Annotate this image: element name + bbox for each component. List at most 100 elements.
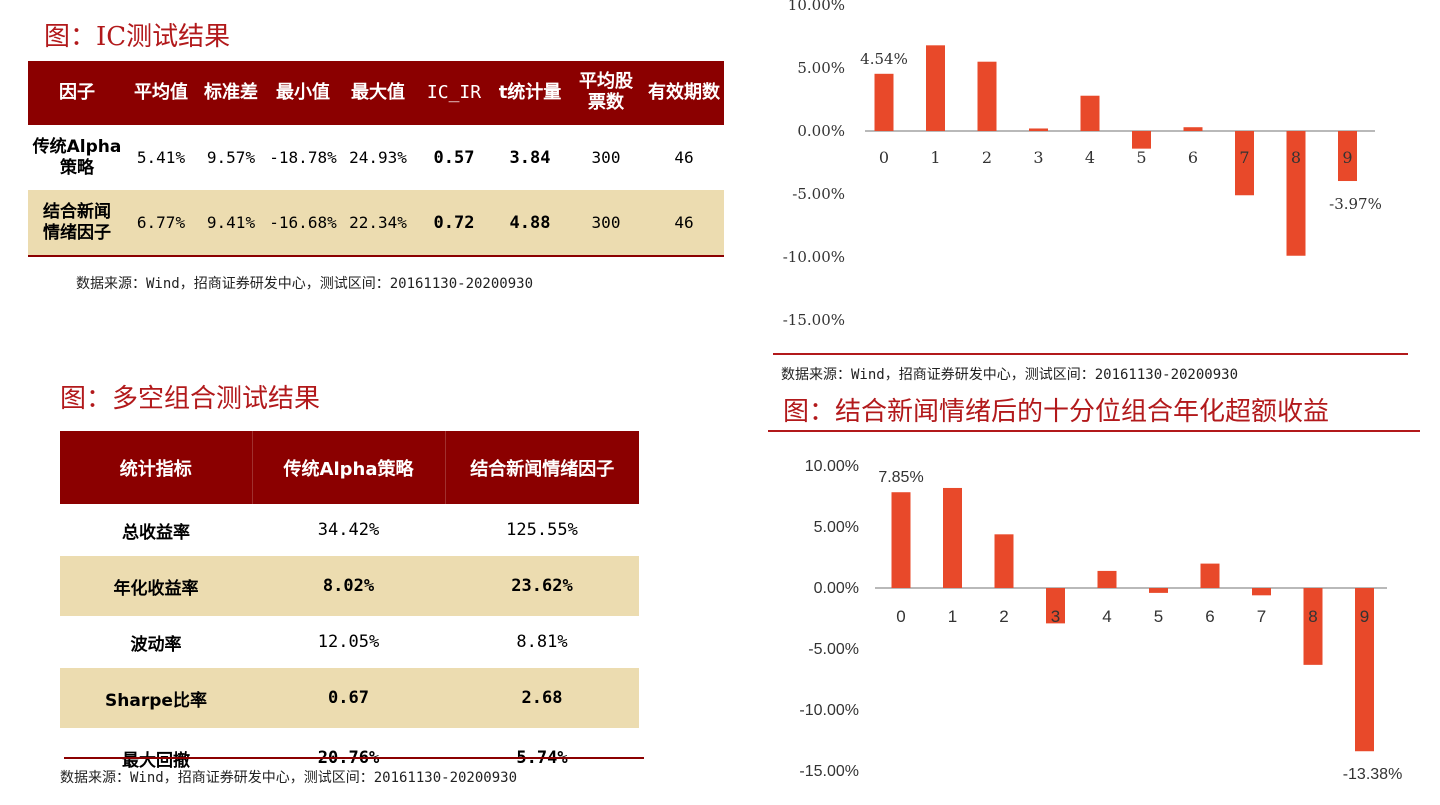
- y-tick-label: -10.00%: [783, 248, 845, 266]
- x-tick-label: 0: [896, 607, 905, 626]
- bar-decile-2: [977, 61, 997, 132]
- data-label: -13.38%: [1343, 766, 1403, 783]
- table-bottom-rule: [64, 757, 644, 759]
- data-label: 4.54%: [860, 50, 908, 68]
- bar-decile-0: [874, 73, 894, 131]
- bar-decile-8: [1303, 588, 1323, 665]
- avg-stocks-cell: 300: [568, 190, 644, 257]
- traditional-value: 34.42%: [317, 520, 380, 540]
- metric-label: 波动率: [130, 634, 182, 655]
- bar-decile-6: [1200, 563, 1220, 588]
- ls-source-note: 数据来源：Wind，招商证券研发中心，测试区间：20161130-2020093…: [60, 770, 518, 786]
- top-chart-divider: [773, 353, 1408, 355]
- ls-section-title: 图：多空组合测试结果: [60, 384, 321, 414]
- x-tick-label: 3: [1033, 148, 1043, 167]
- column-header: 传统Alpha策略: [251, 431, 445, 504]
- periods-cell: 46: [644, 190, 724, 257]
- x-tick-label: 9: [1360, 607, 1369, 626]
- column-header: 标准差: [196, 61, 266, 125]
- table-header-row: 统计指标 传统Alpha策略 结合新闻情绪因子: [60, 431, 639, 504]
- bar-decile-5: [1132, 131, 1151, 149]
- y-tick-label: 0.00%: [814, 580, 859, 597]
- bar-decile-9: [1338, 131, 1357, 182]
- t-stat-cell: 3.84: [509, 147, 551, 168]
- ic-section-title: 图：IC测试结果: [44, 22, 231, 52]
- bar-decile-5: [1149, 588, 1168, 593]
- bar-decile-3: [1046, 588, 1065, 624]
- x-tick-label: 4: [1085, 148, 1095, 167]
- mean-cell: 5.41%: [136, 148, 186, 167]
- y-tick-label: -10.00%: [799, 702, 859, 719]
- column-header: 统计指标: [60, 431, 252, 504]
- x-tick-label: 1: [930, 148, 940, 167]
- bar-decile-0: [891, 492, 911, 588]
- y-tick-label: 0.00%: [797, 122, 845, 140]
- x-tick-label: 8: [1291, 148, 1301, 167]
- x-tick-label: 5: [1136, 148, 1146, 167]
- traditional-value: 8.02%: [252, 556, 445, 616]
- top-decile-bar-chart: 10.00% 5.00% 0.00% -5.00% -10.00% -15.00% 0 1 2 3…: [783, 0, 1382, 329]
- factor-name-cell: 结合新闻 情绪因子: [28, 190, 126, 257]
- metric-label: 年化收益率: [60, 556, 252, 616]
- factor-name-line: 结合新闻: [43, 202, 111, 223]
- metric-label: Sharpe比率: [60, 668, 252, 728]
- y-tick-label: 5.00%: [814, 519, 859, 536]
- traditional-value: 0.67: [252, 668, 445, 728]
- table-header-row: 因子 平均值 标准差 最小值 最大值 IC_IR t统计量 平均股 票数 有效期…: [28, 61, 724, 125]
- metric-label: 最大回撤: [122, 750, 190, 771]
- x-tick-label: 1: [948, 607, 957, 626]
- column-header: 因子: [28, 61, 126, 125]
- x-tick-label: 5: [1154, 607, 1163, 626]
- periods-cell: 46: [674, 148, 694, 167]
- data-label: -3.97%: [1329, 195, 1382, 213]
- bar-decile-2: [994, 534, 1014, 588]
- bar-decile-4: [1097, 570, 1117, 588]
- data-label: 7.85%: [878, 469, 923, 486]
- bar-decile-4: [1080, 95, 1100, 131]
- metric-label: 总收益率: [122, 522, 190, 543]
- x-tick-label: 9: [1342, 148, 1352, 167]
- avg-stocks-cell: 300: [591, 148, 621, 167]
- x-tick-label: 7: [1257, 607, 1266, 626]
- bar-decile-6: [1183, 127, 1203, 131]
- min-cell: -18.78%: [269, 148, 337, 167]
- factor-name-line: 情绪因子: [43, 222, 111, 243]
- max-cell: 22.34%: [340, 190, 416, 257]
- sentiment-value: 2.68: [445, 668, 639, 728]
- y-tick-label: 10.00%: [788, 0, 845, 14]
- y-tick-label: 10.00%: [805, 458, 859, 475]
- x-tick-label: 2: [999, 607, 1008, 626]
- y-tick-label: -15.00%: [799, 763, 859, 780]
- table-row: 年化收益率 8.02% 23.62%: [60, 556, 639, 616]
- factor-name-cell: 传统Alpha 策略: [28, 125, 126, 190]
- factor-name-line: 策略: [60, 157, 94, 178]
- column-header: 最小值: [266, 61, 340, 125]
- ic-results-table: 因子 平均值 标准差 最小值 最大值 IC_IR t统计量 平均股 票数 有效期…: [28, 61, 724, 257]
- header-line: 平均股: [579, 71, 633, 93]
- ic-source-note: 数据来源：Wind，招商证券研发中心，测试区间：20161130-2020093…: [76, 276, 534, 292]
- table-row: 波动率 12.05% 8.81%: [60, 616, 639, 668]
- x-tick-label: 2: [982, 148, 992, 167]
- y-tick-label: -5.00%: [808, 641, 859, 658]
- column-header: 最大值: [340, 61, 416, 125]
- y-tick-label: 5.00%: [797, 59, 845, 77]
- sentiment-value: 125.55%: [506, 520, 578, 540]
- factor-name-line: 传统Alpha: [32, 137, 122, 158]
- mean-cell: 6.77%: [126, 190, 196, 257]
- long-short-table: 统计指标 传统Alpha策略 结合新闻情绪因子 总收益率 34.42% 125.…: [60, 431, 639, 788]
- x-tick-label: 6: [1205, 607, 1214, 626]
- table-row: 结合新闻 情绪因子 6.77% 9.41% -16.68% 22.34% 0.7…: [28, 190, 724, 257]
- column-header: IC_IR: [416, 61, 492, 125]
- table-row: 总收益率 34.42% 125.55%: [60, 504, 639, 556]
- traditional-value: 12.05%: [317, 632, 380, 652]
- x-tick-label: 3: [1051, 607, 1060, 626]
- bar-decile-3: [1029, 128, 1048, 131]
- bar-decile-1: [926, 45, 945, 131]
- column-header: t统计量: [492, 61, 568, 125]
- t-stat-cell: 4.88: [492, 190, 568, 257]
- sentiment-value: 23.62%: [445, 556, 639, 616]
- std-cell: 9.41%: [196, 190, 266, 257]
- column-header: 平均股 票数: [568, 61, 644, 125]
- bar-decile-7: [1235, 131, 1254, 196]
- header-line: 票数: [588, 92, 624, 113]
